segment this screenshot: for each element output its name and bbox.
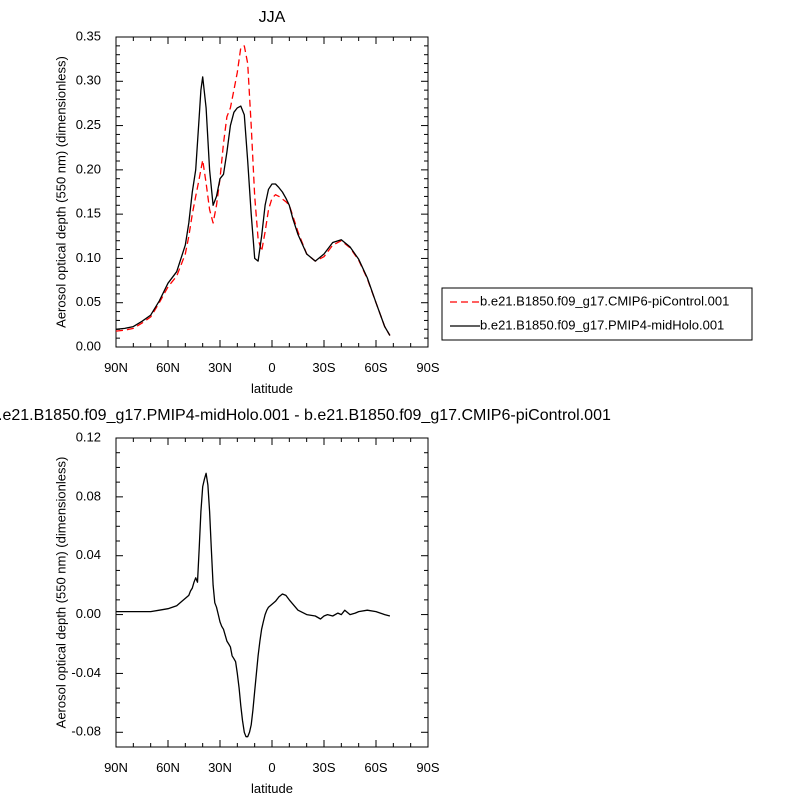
x-tick-label: 90N	[104, 760, 128, 775]
chart-panel-1: JJA 90N 60N 30N 0 30S 60S 90S latitude 0.00 0.05 0.…	[53, 9, 753, 396]
y-axis-label: Aerosol optical depth (550 nm) (dimensio…	[53, 56, 68, 328]
series-line-2	[115, 76, 391, 336]
x-tick-label: 90S	[416, 760, 439, 775]
y-tick-label: -0.08	[71, 724, 101, 739]
x-tick-label: 30N	[208, 360, 232, 375]
y-tick-label: 0.10	[76, 250, 101, 265]
chart-title: b.e21.B1850.f09_g17.PMIP4-midHolo.001 - …	[0, 407, 611, 424]
series-line-1	[116, 472, 391, 738]
y-tick-label: 0.25	[76, 117, 101, 132]
y-tick-label: 0.35	[76, 28, 101, 43]
x-tick-label: 90S	[416, 360, 439, 375]
y-tick-label: 0.00	[76, 606, 101, 621]
x-tick-label: 0	[268, 360, 275, 375]
x-tick-label: 30N	[208, 760, 232, 775]
y-axis-label: Aerosol optical depth (550 nm) (dimensio…	[53, 457, 68, 729]
plot-frame	[115, 437, 429, 748]
y-tick-label: -0.04	[71, 665, 101, 680]
x-tick-label: 30S	[312, 760, 335, 775]
x-tick-label: 90N	[104, 360, 128, 375]
x-axis-label: latitude	[251, 381, 293, 396]
y-tick-label: 0.08	[76, 488, 101, 503]
legend: b.e21.B1850.f09_g17.CMIP6-piControl.001b…	[441, 287, 753, 341]
legend-box	[441, 287, 753, 341]
series-line-1	[115, 45, 391, 336]
y-tick-label: 0.30	[76, 73, 101, 88]
y-tick-label: 0.20	[76, 161, 101, 176]
chart-panel-2: b.e21.B1850.f09_g17.PMIP4-midHolo.001 - …	[0, 407, 611, 796]
chart-title: JJA	[259, 9, 286, 26]
plot-frame	[115, 36, 429, 348]
x-axis-label: latitude	[251, 781, 293, 796]
x-tick-label: 60S	[364, 360, 387, 375]
y-tick-label: 0.00	[76, 338, 101, 353]
legend-label: b.e21.B1850.f09_g17.PMIP4-midHolo.001	[480, 317, 724, 332]
x-tick-label: 60N	[156, 360, 180, 375]
legend-label: b.e21.B1850.f09_g17.CMIP6-piControl.001	[480, 293, 729, 308]
x-tick-label: 30S	[312, 360, 335, 375]
x-tick-label: 0	[268, 760, 275, 775]
y-tick-label: 0.04	[76, 547, 101, 562]
x-tick-label: 60S	[364, 760, 387, 775]
y-tick-label: 0.12	[76, 429, 101, 444]
x-tick-label: 60N	[156, 760, 180, 775]
y-tick-label: 0.15	[76, 206, 101, 221]
y-tick-label: 0.05	[76, 294, 101, 309]
